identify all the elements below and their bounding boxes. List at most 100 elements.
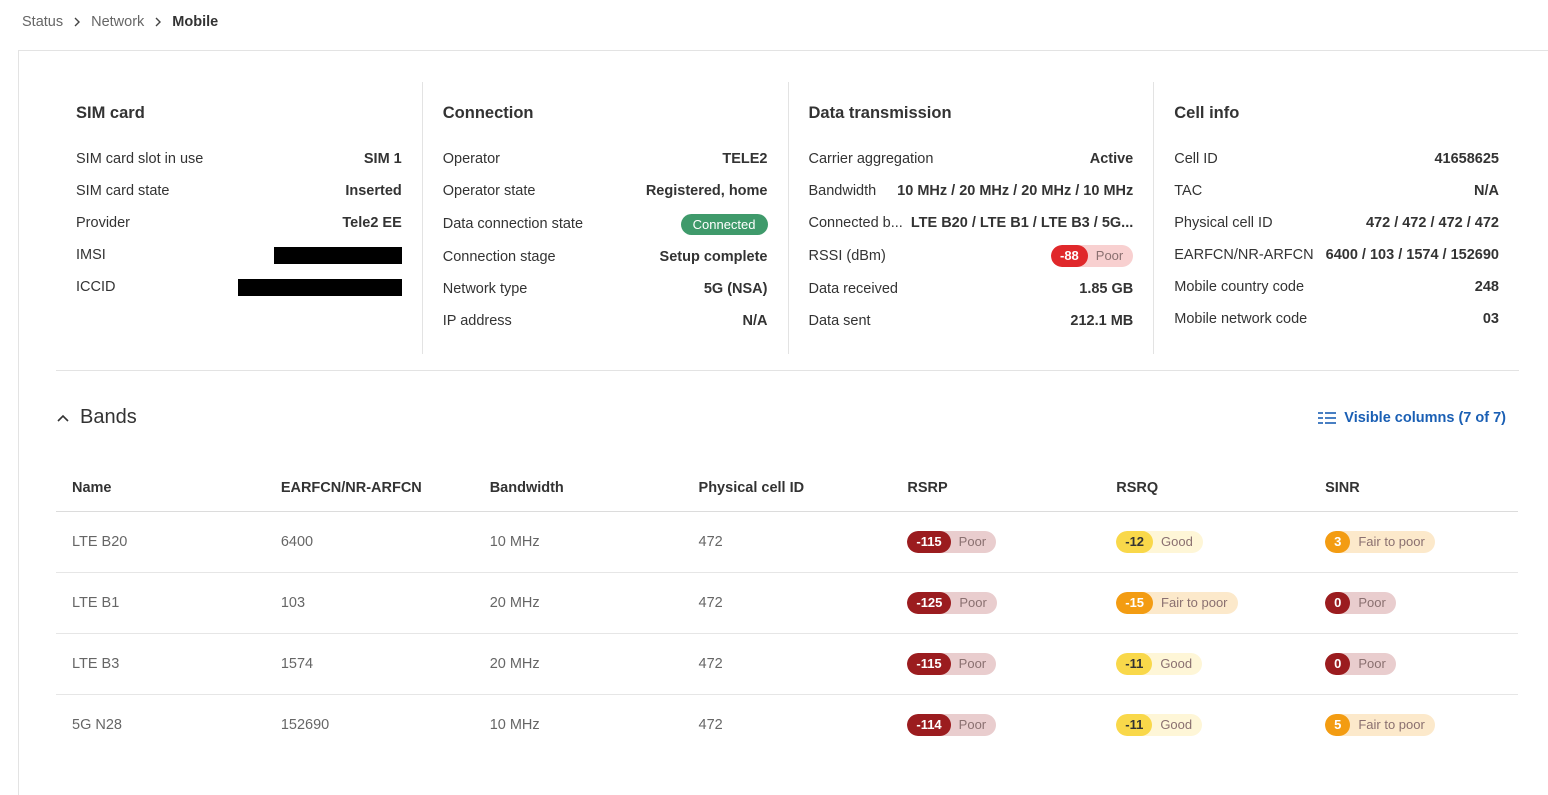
row-label: Operator state [442, 183, 536, 199]
row-value: TELE2 [722, 151, 768, 167]
column-header: RSRQ [1100, 464, 1310, 512]
column-header: Physical cell ID [682, 464, 892, 512]
info-row: Operator TELE2 [443, 143, 768, 175]
row-value: 248 [1474, 279, 1499, 295]
badge-cell: 5 Fair to poor [1309, 695, 1518, 756]
panel-title: SIM card [76, 104, 145, 122]
row-label: Mobile country code [1174, 279, 1305, 295]
row-label: EARFCN/NR-ARFCN [1174, 247, 1314, 263]
badge-value: -11 [1116, 714, 1153, 736]
row-label: Physical cell ID [1174, 215, 1273, 231]
badge-value: 5 [1325, 714, 1351, 736]
row-value: 6400 / 103 / 1574 / 152690 [1325, 247, 1499, 263]
info-row: ICCID [76, 271, 402, 303]
row-label: Data connection state [442, 216, 584, 232]
column-header: SINR [1309, 464, 1518, 512]
badge-cell: -125 Poor [891, 572, 1101, 634]
cell: 1574 [264, 633, 474, 695]
visible-columns-label: Visible columns (7 of 7) [1344, 409, 1506, 426]
row-value: Tele2 EE [342, 215, 402, 231]
badge-rating: Poor [959, 595, 987, 610]
row-label: SIM card slot in use [76, 151, 204, 167]
info-panel: SIM card SIM card slot in use SIM 1 SIM car… [56, 82, 422, 354]
badge-value: -115 [907, 531, 951, 553]
row-value: Active [1089, 151, 1134, 167]
band-row: LTE B3 1574 20 MHz 472 -115 Poor -11 Good 0 Poor [56, 633, 1518, 695]
redacted-value [237, 278, 402, 296]
cell: 472 [682, 633, 892, 695]
row-value: Registered, home [645, 183, 768, 199]
rating-badge: -12 Good [1116, 531, 1203, 553]
row-label: Bandwidth [808, 183, 877, 199]
cell: 20 MHz [473, 633, 683, 695]
rating-badge: -11 Good [1116, 714, 1203, 736]
row-value: 03 [1482, 311, 1499, 327]
info-row: Mobile network code 03 [1174, 303, 1499, 335]
badge-rating: Poor [1358, 656, 1386, 671]
breadcrumb-item[interactable]: Network [91, 14, 145, 30]
badge-rating: Fair to poor [1358, 717, 1425, 732]
row-value: SIM 1 [363, 151, 402, 167]
row-label: ICCID [76, 279, 116, 295]
chevron [74, 17, 81, 27]
row-value: 5G (NSA) [703, 281, 768, 297]
rating-badge: 0 Poor [1325, 592, 1396, 614]
row-label: TAC [1174, 183, 1203, 199]
status-pill: Connected [680, 213, 768, 235]
info-row: TAC N/A [1174, 175, 1499, 207]
badge-cell: -115 Poor [891, 511, 1101, 573]
rating-badge: 5 Fair to poor [1325, 714, 1435, 736]
info-panel: Connection Operator TELE2 Operator state Reg… [421, 82, 788, 354]
badge-value: -11 [1116, 653, 1153, 675]
row-label: SIM card state [76, 183, 170, 199]
badge-cell: -115 Poor [891, 633, 1101, 695]
row-value: 472 / 472 / 472 / 472 [1365, 215, 1499, 231]
rating-badge: -115 Poor [907, 531, 997, 553]
info-row: Operator state Registered, home [443, 175, 768, 207]
badge-rating: Fair to poor [1358, 534, 1425, 549]
cell: 10 MHz [489, 717, 540, 733]
info-row: Data connection state Connected [443, 207, 768, 241]
badge-rating: Good [1160, 656, 1193, 671]
badge-cell: -12 Good [1100, 511, 1310, 573]
cell: LTE B1 [56, 572, 265, 634]
band-row: LTE B1 103 20 MHz 472 -125 Poor -15 Fair to poo… [56, 572, 1518, 634]
badge-cell: -114 Poor [891, 695, 1100, 756]
badge-rating: Good [1161, 534, 1193, 549]
badge-cell: 0 Poor [1309, 572, 1518, 634]
bands-header: Bands Visible columns (7 of 7) [56, 406, 1506, 429]
bands-title: Bands [80, 406, 137, 428]
info-row: RSSI (dBm) -88 Poor [809, 239, 1134, 273]
bands-toggle[interactable]: Bands [56, 406, 137, 429]
header-row: Name EARFCN/NR-ARFCN Bandwidth Physical cel… [56, 464, 1518, 512]
info-panels: SIM card SIM card slot in use SIM 1 SIM car… [56, 82, 1519, 354]
column-header: EARFCN/NR-ARFCN [264, 464, 474, 512]
info-row: Data sent 212.1 MB [809, 305, 1134, 337]
row-label: Operator [442, 151, 500, 167]
info-row: SIM card slot in use SIM 1 [76, 143, 402, 175]
badge-rating: Poor [958, 717, 987, 732]
info-row: Carrier aggregation Active [809, 143, 1134, 175]
breadcrumb-item[interactable]: Status [22, 14, 64, 30]
info-row: SIM card state Inserted [76, 175, 402, 207]
rating-badge: -11 Good [1116, 653, 1203, 675]
chevron [155, 17, 162, 27]
cell: LTE B20 [56, 511, 265, 573]
row-label: Data received [808, 281, 898, 297]
badge-value: -88 [1050, 245, 1088, 267]
rating-badge: -114 Poor [907, 714, 997, 736]
row-value: Setup complete [659, 249, 768, 265]
cell: 6400 [264, 511, 474, 573]
breadcrumb-item: Mobile [172, 14, 219, 30]
band-row: LTE B20 6400 10 MHz 472 -115 Poor -12 Good 3 Fair… [56, 511, 1518, 573]
visible-columns-button[interactable]: Visible columns (7 of 7) [1318, 410, 1506, 426]
info-row: IMSI [76, 239, 402, 271]
rating-badge: -115 Poor [907, 653, 997, 675]
row-label: Cell ID [1174, 151, 1218, 167]
row-label: Carrier aggregation [808, 151, 934, 167]
info-row: Cell ID 41658625 [1174, 143, 1499, 175]
badge-value: -12 [1116, 531, 1154, 553]
info-row: Network type 5G (NSA) [443, 273, 768, 305]
panel-title: Cell info [1174, 104, 1240, 122]
